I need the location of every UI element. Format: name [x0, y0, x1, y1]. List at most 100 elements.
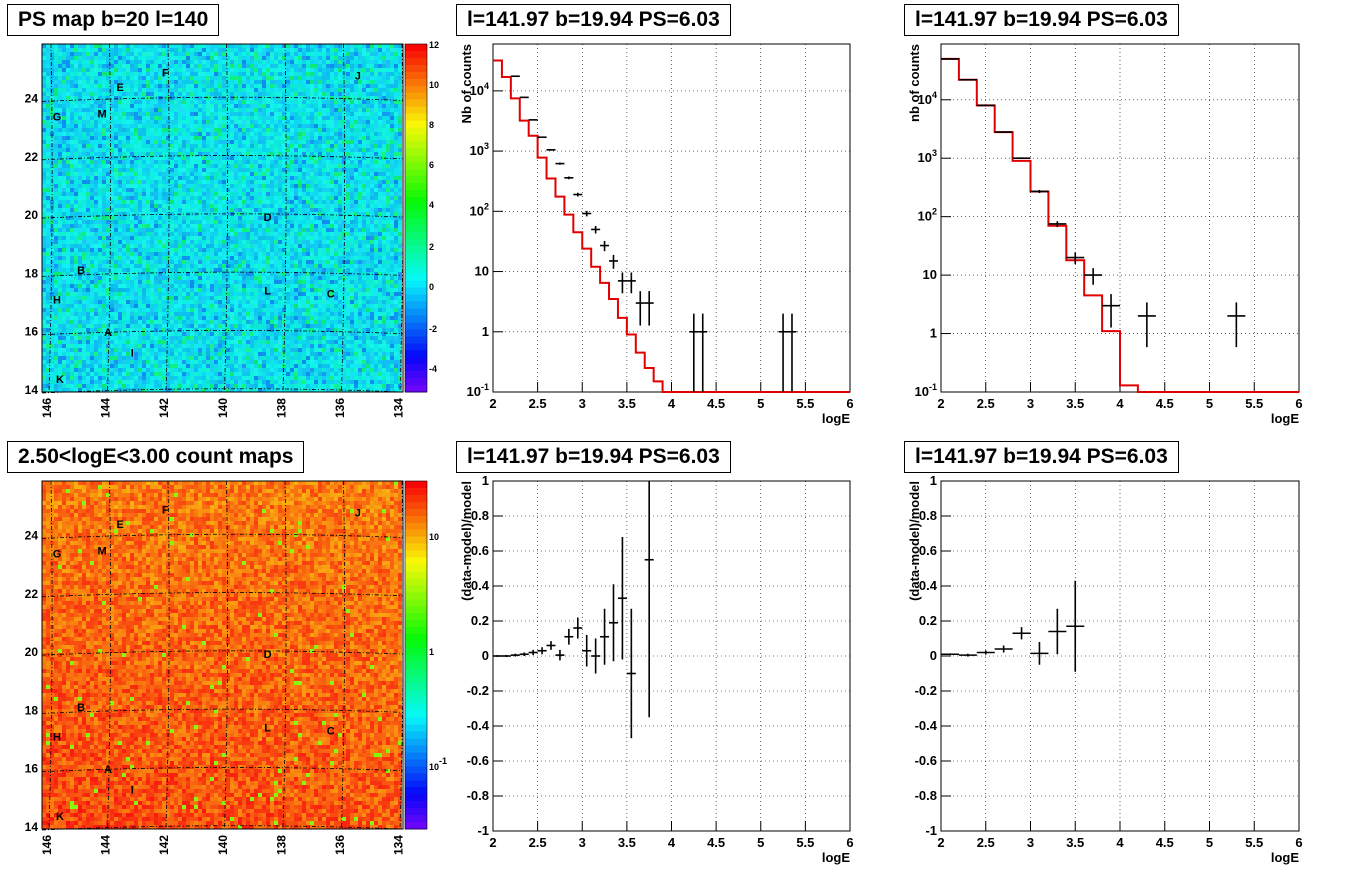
- map-pixel: [146, 356, 150, 360]
- map-pixel: [230, 260, 234, 264]
- map-pixel: [50, 56, 54, 60]
- map-pixel: [262, 304, 266, 308]
- map-pixel: [110, 288, 114, 292]
- map-pixel: [250, 112, 254, 116]
- map-pixel: [242, 192, 246, 196]
- map-pixel: [42, 92, 46, 96]
- map-pixel: [246, 176, 250, 180]
- map-pixel: [62, 336, 66, 340]
- map-pixel: [42, 184, 46, 188]
- map-pixel: [42, 356, 46, 360]
- map-pixel: [114, 108, 118, 112]
- map-pixel: [70, 260, 74, 264]
- map-pixel: [54, 308, 58, 312]
- map-pixel: [198, 52, 202, 56]
- map-pixel: [198, 72, 202, 76]
- map-pixel: [150, 380, 154, 384]
- map-pixel: [246, 188, 250, 192]
- map-pixel: [178, 188, 182, 192]
- map-pixel: [250, 48, 254, 52]
- map-pixel: [254, 144, 258, 148]
- map-pixel: [134, 324, 138, 328]
- map-pixel: [234, 180, 238, 184]
- map-pixel: [94, 224, 98, 228]
- map-pixel: [198, 300, 202, 304]
- map-pixel: [118, 52, 122, 56]
- map-pixel: [46, 160, 50, 164]
- map-pixel: [138, 308, 142, 312]
- map-pixel: [114, 340, 118, 344]
- map-pixel: [78, 380, 82, 384]
- map-pixel: [238, 340, 242, 344]
- map-pixel: [126, 196, 130, 200]
- map-pixel: [150, 100, 154, 104]
- map-pixel: [70, 44, 74, 48]
- map-pixel: [150, 316, 154, 320]
- map-pixel: [78, 292, 82, 296]
- map-pixel: [134, 84, 138, 88]
- map-pixel: [90, 260, 94, 264]
- map-pixel: [250, 124, 254, 128]
- map-pixel: [142, 364, 146, 368]
- map-pixel: [150, 196, 154, 200]
- map-pixel: [142, 124, 146, 128]
- map-pixel: [218, 312, 222, 316]
- map-pixel: [242, 64, 246, 68]
- map-pixel: [250, 320, 254, 324]
- map-pixel: [166, 160, 170, 164]
- map-pixel: [142, 132, 146, 136]
- map-pixel: [266, 192, 270, 196]
- map-pixel: [230, 244, 234, 248]
- map-pixel: [62, 128, 66, 132]
- map-pixel: [218, 68, 222, 72]
- map-pixel: [182, 120, 186, 124]
- map-pixel: [134, 44, 138, 48]
- map-pixel: [90, 212, 94, 216]
- map-pixel: [226, 200, 230, 204]
- map-pixel: [74, 324, 78, 328]
- map-pixel: [98, 296, 102, 300]
- map-pixel: [254, 164, 258, 168]
- map-pixel: [242, 264, 246, 268]
- map-pixel: [234, 376, 238, 380]
- map-pixel: [118, 368, 122, 372]
- map-pixel: [118, 56, 122, 60]
- map-pixel: [82, 44, 86, 48]
- map-pixel: [126, 316, 130, 320]
- map-pixel: [166, 240, 170, 244]
- map-pixel: [146, 160, 150, 164]
- map-pixel: [222, 56, 226, 60]
- map-pixel: [214, 208, 218, 212]
- map-pixel: [182, 336, 186, 340]
- map-pixel: [174, 104, 178, 108]
- map-pixel: [102, 244, 106, 248]
- map-pixel: [58, 136, 62, 140]
- map-pixel: [190, 64, 194, 68]
- map-pixel: [54, 264, 58, 268]
- map-pixel: [214, 292, 218, 296]
- map-pixel: [198, 160, 202, 164]
- map-pixel: [158, 136, 162, 140]
- map-pixel: [138, 184, 142, 188]
- map-pixel: [222, 124, 226, 128]
- map-pixel: [266, 160, 270, 164]
- map-pixel: [182, 380, 186, 384]
- map-pixel: [154, 156, 158, 160]
- map-pixel: [226, 328, 230, 332]
- map-pixel: [270, 184, 274, 188]
- map-pixel: [78, 316, 82, 320]
- map-pixel: [142, 136, 146, 140]
- map-pixel: [262, 92, 266, 96]
- map-pixel: [214, 344, 218, 348]
- map-pixel: [170, 56, 174, 60]
- map-pixel: [242, 112, 246, 116]
- map-pixel: [238, 92, 242, 96]
- map-pixel: [190, 80, 194, 84]
- map-pixel: [170, 184, 174, 188]
- map-pixel: [230, 76, 234, 80]
- map-pixel: [74, 368, 78, 372]
- map-pixel: [90, 384, 94, 388]
- map-pixel: [102, 328, 106, 332]
- map-pixel: [70, 336, 74, 340]
- map-pixel: [198, 296, 202, 300]
